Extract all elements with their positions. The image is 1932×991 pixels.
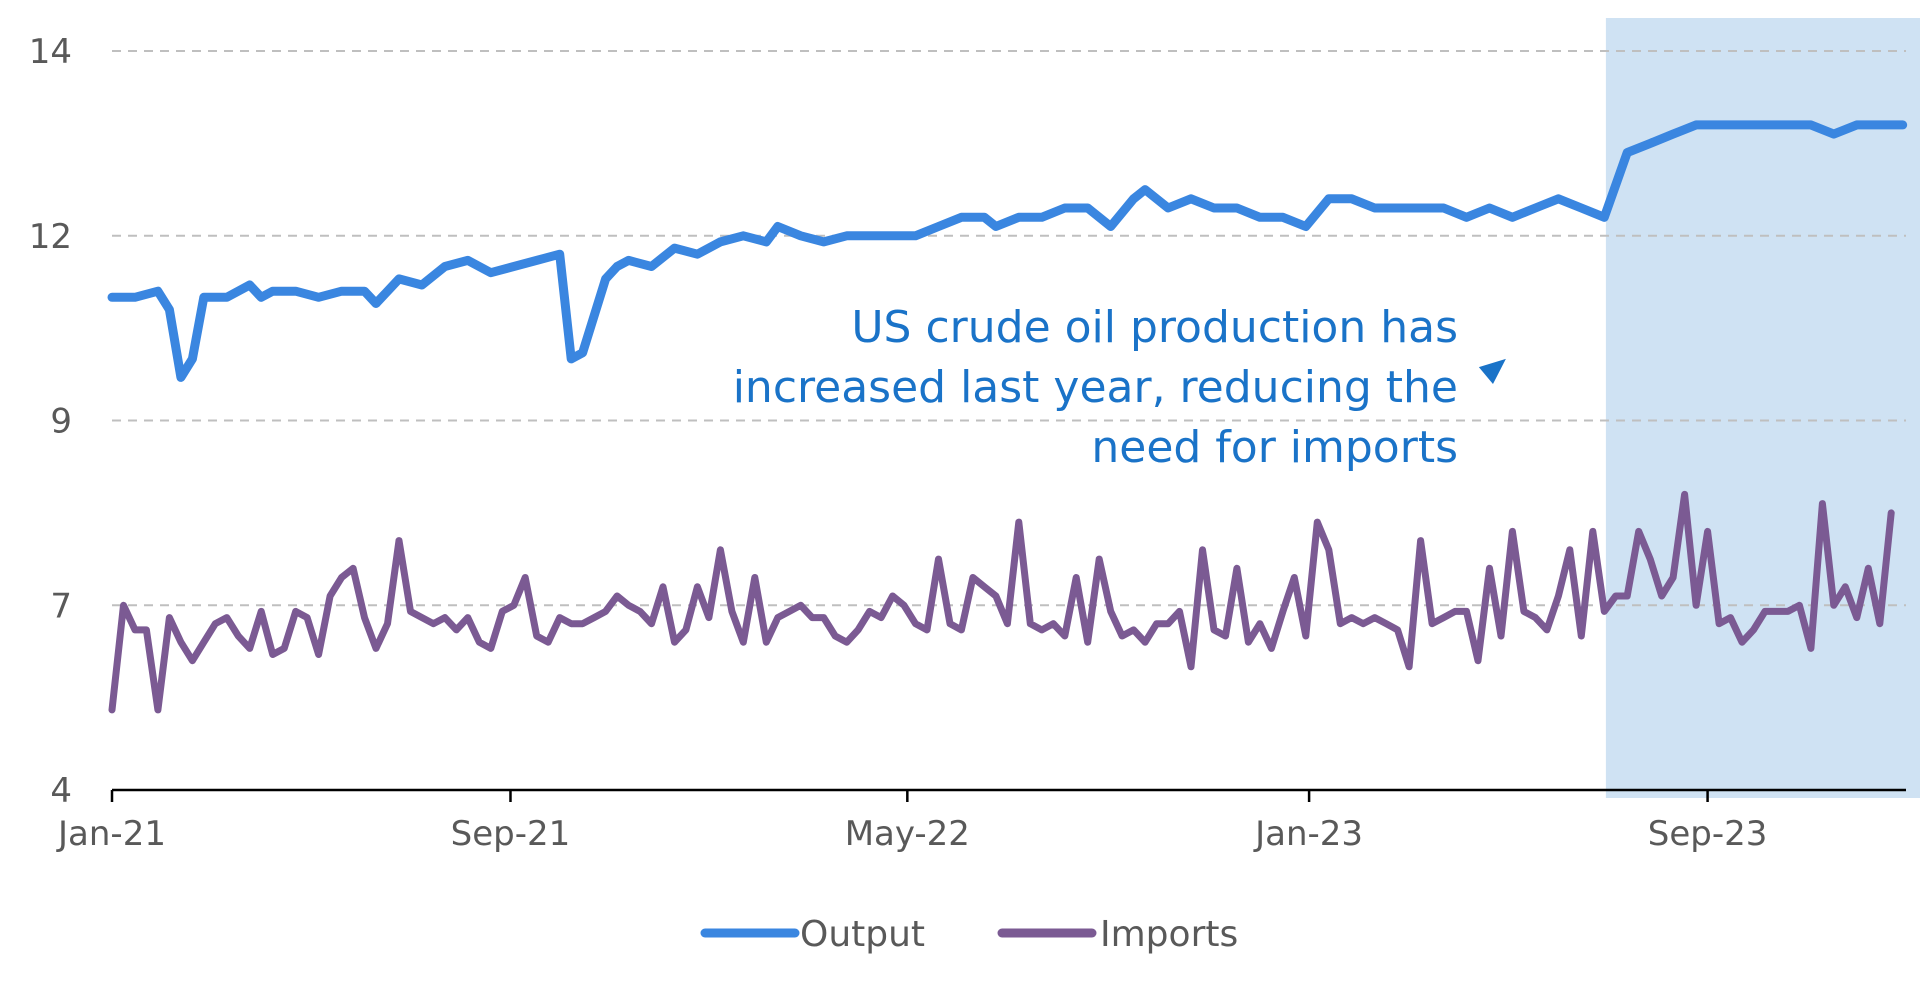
annotation-arrow-head	[1478, 358, 1506, 385]
x-tick-label: Jan-23	[1253, 814, 1363, 854]
x-tick-label: Sep-21	[451, 814, 571, 854]
x-tick-label: Sep-23	[1648, 814, 1768, 854]
x-tick-label: May-22	[845, 814, 970, 854]
series-line-imports	[108, 490, 1895, 714]
series-line-output	[107, 120, 1908, 382]
legend-label-imports: Imports	[1100, 914, 1238, 955]
annotation-line-2: increased last year, reducing the	[733, 362, 1458, 413]
y-tick-label: 14	[29, 32, 72, 72]
legend: Output Imports	[700, 914, 1238, 955]
annotation-line-3: need for imports	[1091, 422, 1458, 473]
y-tick-label: 12	[29, 217, 72, 257]
series-lines	[107, 120, 1908, 714]
y-tick-label: 9	[50, 402, 72, 442]
highlight-region	[1605, 18, 1920, 798]
y-tick-label: 4	[50, 771, 72, 811]
y-axis-ticks: 4 7 9 12 14	[29, 32, 72, 811]
annotation-line-1: US crude oil production has	[851, 302, 1458, 353]
x-tick-label: Jan-21	[56, 814, 166, 854]
x-axis-ticks: Jan-21 Sep-21 May-22 Jan-23 Sep-23	[56, 790, 1767, 854]
legend-label-output: Output	[800, 914, 925, 955]
y-tick-label: 7	[50, 586, 72, 626]
annotation: US crude oil production has increased la…	[733, 302, 1506, 473]
